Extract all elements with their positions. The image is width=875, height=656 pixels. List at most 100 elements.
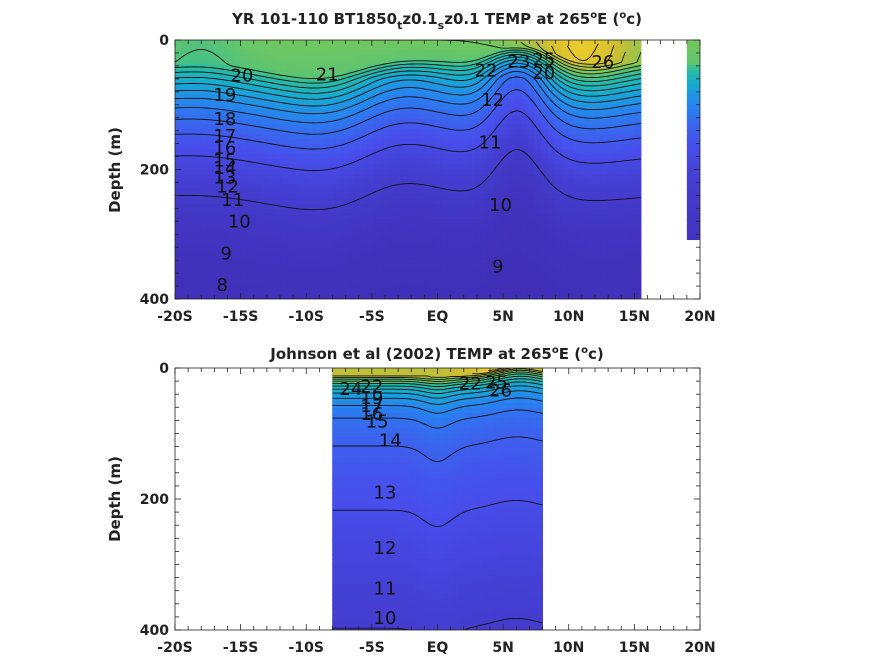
field-cell [594,258,602,265]
field-cell [267,144,276,151]
field-cell [241,59,249,66]
field-cell [454,164,462,170]
field-cell [381,174,389,180]
field-cell [480,223,489,230]
field-cell [514,248,522,255]
field-cell [287,288,296,295]
field-cell [359,604,363,611]
field-cell [394,104,402,111]
field-cell [254,179,263,185]
field-cell [395,463,399,470]
field-cell [207,104,216,111]
field-cell [175,194,183,200]
field-cell [620,104,629,111]
field-cell [434,263,442,270]
field-cell [241,288,249,295]
field-cell [480,94,489,101]
field-cell [241,144,249,151]
field-cell [386,584,390,591]
field-cell [527,59,535,66]
field-cell [371,468,375,475]
field-cell [344,483,348,490]
field-cell [261,293,269,299]
field-cell [344,559,348,565]
field-cell [267,228,276,235]
field-cell [347,189,356,195]
field-cell [377,523,381,530]
field-cell [620,214,629,220]
field-cell [341,554,345,560]
field-cell [534,154,542,161]
field-cell [341,204,349,210]
field-cell [534,84,542,91]
field-cell [332,433,336,440]
field-cell [607,64,615,71]
field-cell [307,204,316,210]
field-cell [201,243,209,250]
field-cell [633,84,642,91]
field-cell [467,189,476,195]
field-cell [494,288,502,295]
field-cell [368,554,372,560]
field-cell [394,199,402,205]
field-cell [389,574,393,581]
field-cell [467,293,476,299]
field-cell [221,119,229,126]
field-cell [181,64,189,71]
field-cell [281,223,289,230]
field-cell [386,599,390,606]
field-cell [294,288,302,295]
field-cell [362,564,366,571]
field-cell [301,64,309,71]
field-cell [181,283,189,290]
field-cell [467,214,476,220]
field-cell [554,99,562,106]
field-cell [261,258,269,265]
field-cell [294,179,302,185]
field-cell [614,74,622,81]
field-cell [547,79,555,86]
field-cell [377,493,381,500]
field-cell [301,54,309,61]
field-cell [371,619,375,626]
field-cell [392,594,396,601]
field-cell [374,144,382,151]
field-cell [374,518,378,525]
field-cell [327,139,336,146]
field-cell [627,288,635,295]
field-cell [554,174,562,180]
field-cell [600,144,609,151]
field-cell [281,164,289,170]
field-cell [447,134,456,141]
field-cell [440,258,449,265]
field-cell [474,44,482,51]
field-cell [374,528,378,535]
field-cell [527,69,535,76]
field-cell [383,413,387,419]
field-cell [467,139,476,146]
field-cell [560,40,569,46]
field-cell [350,574,354,581]
field-cell [361,84,369,91]
field-cell [474,119,482,126]
field-cell [381,59,389,66]
field-cell [514,233,522,240]
field-cell [414,79,422,86]
strip-cell [686,204,700,211]
field-cell [353,599,357,606]
field-cell [374,458,378,465]
field-cell [520,169,529,175]
field-cell [494,124,502,131]
field-cell [401,74,409,81]
field-cell [321,134,329,141]
field-cell [207,40,216,46]
field-cell [254,223,263,230]
field-cell [181,89,189,96]
field-cell [332,594,336,601]
field-cell [356,624,360,630]
field-cell [547,293,555,299]
field-cell [427,59,436,66]
field-cell [338,478,342,485]
field-cell [587,54,595,61]
field-cell [420,49,429,56]
